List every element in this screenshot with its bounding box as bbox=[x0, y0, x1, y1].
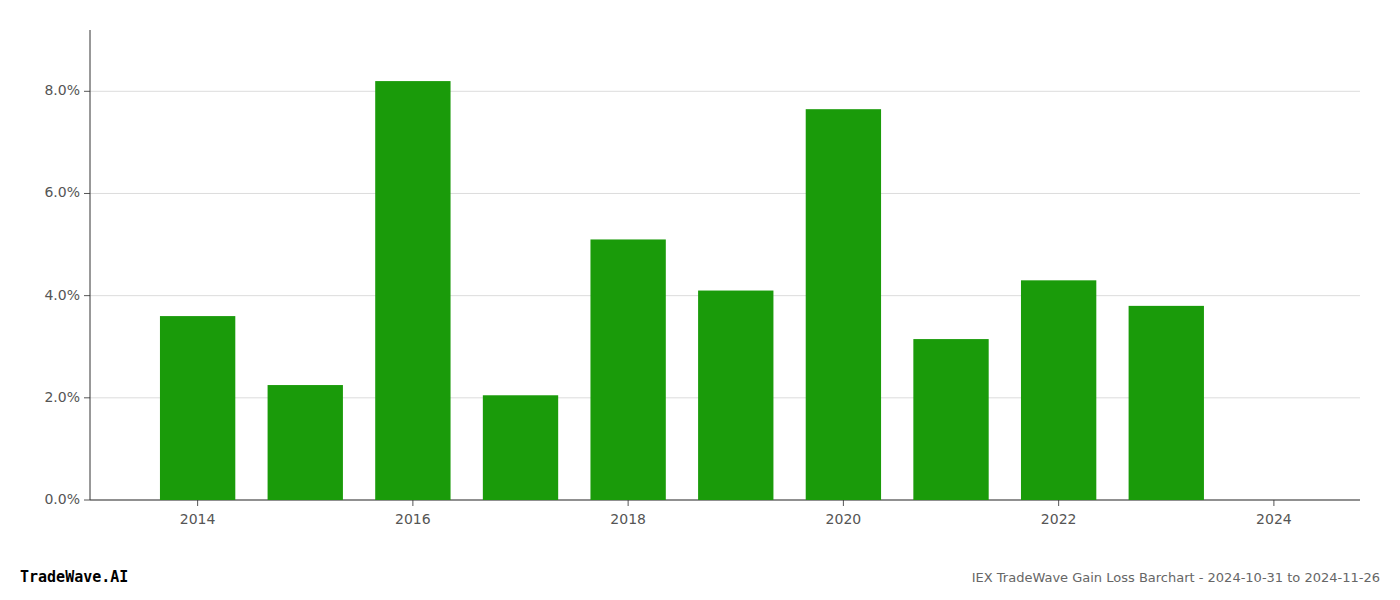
bars bbox=[160, 81, 1204, 500]
x-tick bbox=[412, 500, 413, 506]
y-tick bbox=[84, 193, 90, 194]
bar bbox=[268, 385, 343, 500]
x-tick bbox=[843, 500, 844, 506]
footer-left: TradeWave.AI bbox=[20, 568, 128, 586]
y-tick bbox=[84, 295, 90, 296]
y-tick bbox=[84, 500, 90, 501]
y-tick-label: 8.0% bbox=[44, 82, 80, 98]
x-tick bbox=[1273, 500, 1274, 506]
bar bbox=[590, 239, 665, 500]
y-tick-label: 4.0% bbox=[44, 287, 80, 303]
x-tick-label: 2018 bbox=[610, 511, 646, 527]
y-tick bbox=[84, 91, 90, 92]
bar bbox=[913, 339, 988, 500]
footer-right: IEX TradeWave Gain Loss Barchart - 2024-… bbox=[972, 570, 1380, 585]
axes: 0.0% 2.0% 4.0% 6.0% 8.0% 2014 2016 2018 2020 2022… bbox=[44, 30, 1360, 527]
chart: 0.0% 2.0% 4.0% 6.0% 8.0% 2014 2016 2018 2020 2022… bbox=[0, 0, 1400, 600]
y-tick-label: 6.0% bbox=[44, 184, 80, 200]
bar bbox=[806, 109, 881, 500]
bar bbox=[160, 316, 235, 500]
bar bbox=[1021, 280, 1096, 500]
bar bbox=[483, 395, 558, 500]
y-tick-label: 2.0% bbox=[44, 389, 80, 405]
bar bbox=[375, 81, 450, 500]
x-tick bbox=[197, 500, 198, 506]
x-tick bbox=[628, 500, 629, 506]
grid-line bbox=[90, 91, 1360, 92]
bar bbox=[1129, 306, 1204, 500]
y-tick-label: 0.0% bbox=[44, 491, 80, 507]
grid bbox=[90, 91, 1360, 500]
x-tick-label: 2024 bbox=[1256, 511, 1292, 527]
x-tick-label: 2016 bbox=[395, 511, 431, 527]
bar bbox=[698, 291, 773, 500]
x-tick bbox=[1058, 500, 1059, 506]
chart-container: 0.0% 2.0% 4.0% 6.0% 8.0% 2014 2016 2018 2020 2022… bbox=[0, 0, 1400, 600]
x-tick-label: 2014 bbox=[180, 511, 216, 527]
x-tick-label: 2022 bbox=[1041, 511, 1077, 527]
y-tick bbox=[84, 397, 90, 398]
y-axis-line bbox=[90, 30, 91, 500]
grid-line bbox=[90, 193, 1360, 194]
x-tick-label: 2020 bbox=[826, 511, 862, 527]
